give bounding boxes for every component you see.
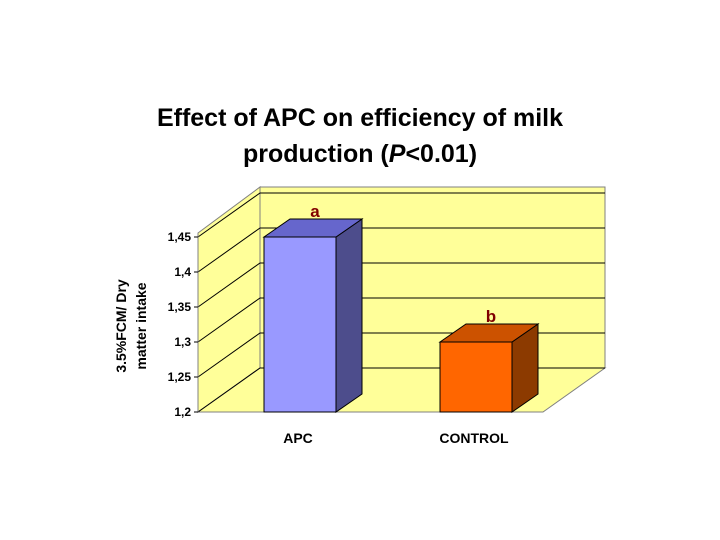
x-tick-label-control: CONTROL: [439, 430, 509, 446]
y-axis-title-line-1: 3.5%FCM/ Dry: [113, 279, 129, 373]
chart-title-line-1: Effect of APC on efficiency of milk: [156, 104, 564, 132]
gridline: [197, 297, 605, 343]
x-tick-label-apc: APC: [283, 430, 313, 446]
chart-floor: [196, 367, 607, 413]
bar-control: [439, 341, 513, 413]
chart-title-prefix: production (: [242, 140, 389, 168]
y-tick-label: 1,2: [174, 405, 191, 419]
chart-title-italic-p: P: [388, 140, 406, 168]
chart-title-line-2: production (P<0.01): [0, 140, 720, 169]
bar-side-apc: [335, 218, 363, 413]
y-tick-label: 1,3: [174, 335, 191, 349]
y-axis-title-line-2: matter intake: [133, 282, 149, 369]
y-tick-label: 1,4: [174, 265, 191, 279]
y-tick-label: 1,25: [168, 370, 192, 384]
bar-annotation-apc: a: [310, 202, 320, 221]
gridline: [197, 262, 605, 308]
y-tick-label: 1,45: [168, 230, 192, 244]
y-tick-label: 1,35: [168, 300, 192, 314]
chart-title-suffix: <0.01): [405, 140, 478, 168]
bar-annotation-control: b: [486, 307, 496, 326]
gridline: [197, 227, 605, 273]
bar-apc: [263, 236, 337, 413]
gridline: [197, 192, 605, 238]
